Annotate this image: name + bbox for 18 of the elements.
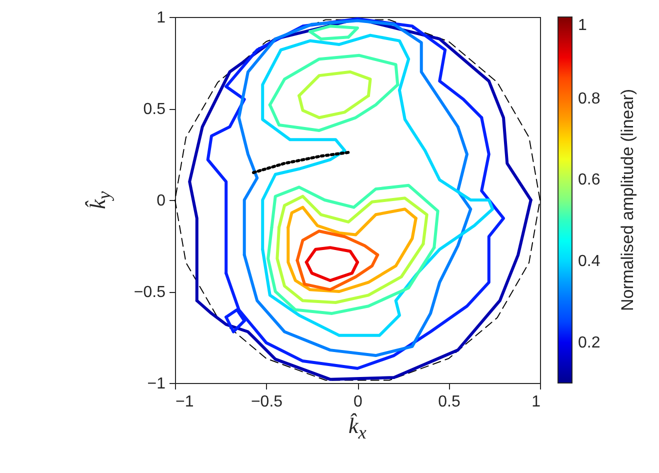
y-tick-label: −1 [147,376,166,392]
y-tick-label: 1 [156,10,166,26]
y-tick-label: 0 [156,192,166,210]
color-bar-label: 0.2 [578,334,600,352]
color-bar-label: 0.4 [578,253,600,270]
x-tick-label: 0 [354,394,363,410]
color-bar-label: 0.8 [578,90,600,108]
color-bar-title: Normalised amplitude (linear) [618,88,638,312]
x-axis-title: k̂$_{x}$ [348,413,366,444]
color-bar-label: 1 [578,17,587,34]
x-tick-label: 0.5 [438,394,460,410]
x-tick-label: 1 [532,394,541,410]
y-tick-label: −0.5 [134,284,166,301]
x-tick-label: −1 [176,394,194,410]
y-tick-label: 0.5 [143,101,166,118]
x-tick-label: −0.5 [250,394,283,410]
line-series [252,150,350,174]
color-bar-label: 0.6 [578,172,600,189]
